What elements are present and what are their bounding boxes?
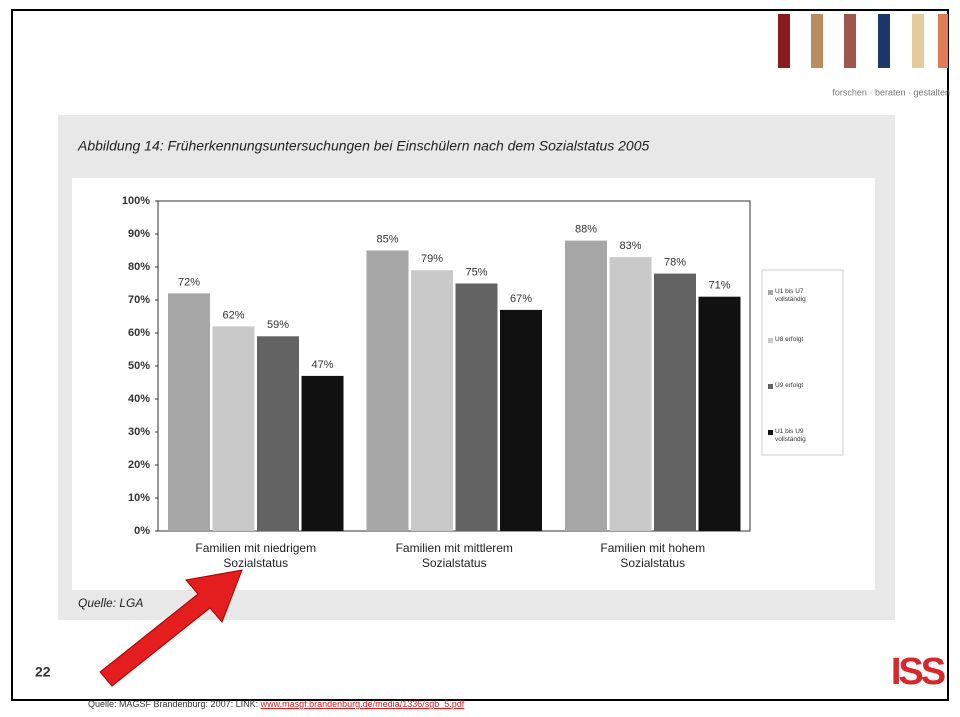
chart-title: Abbildung 14: Früherkennungsuntersuchung… xyxy=(77,138,649,154)
y-tick-label: 0% xyxy=(134,525,150,537)
legend-label: U8 erfolgt xyxy=(775,336,804,343)
bar xyxy=(257,336,299,531)
value-label: 83% xyxy=(619,240,641,252)
y-tick-label: 10% xyxy=(128,492,150,504)
bar xyxy=(212,326,255,531)
value-label: 88% xyxy=(575,224,597,236)
red-arrow xyxy=(99,569,243,687)
y-tick-label: 20% xyxy=(128,459,150,471)
y-tick-label: 50% xyxy=(128,360,150,372)
x-tick-label: Familien mit hohem Sozialstatus xyxy=(600,541,706,570)
legend-label: U1 bis U7 vollständig xyxy=(775,288,806,303)
logo-bar xyxy=(878,14,890,68)
bar xyxy=(168,293,210,531)
y-tick-label: 60% xyxy=(128,327,150,339)
bar xyxy=(455,283,498,531)
bar xyxy=(411,270,453,531)
page-number: 22 xyxy=(35,664,51,680)
bar xyxy=(500,309,542,531)
chart-source: Quelle: LGA xyxy=(78,596,143,610)
footer-source: Quelle: MAGSF Brandenburg: 2007: LINK: xyxy=(88,699,259,709)
value-label: 78% xyxy=(664,257,686,269)
value-label: 47% xyxy=(311,359,333,371)
logo-bar xyxy=(912,14,924,68)
y-tick-label: 30% xyxy=(128,426,150,438)
logo-bar xyxy=(811,14,823,68)
x-tick-label: Familien mit niedrigem Sozialstatus xyxy=(195,541,317,570)
bar xyxy=(301,375,344,531)
legend-swatch xyxy=(768,290,773,295)
logo-bar xyxy=(778,14,790,68)
legend-label: U1 bis U9 vollständig xyxy=(775,428,806,443)
y-tick-label: 100% xyxy=(122,195,150,207)
x-tick-label: Familien mit mittlerem Sozialstatus xyxy=(395,541,513,570)
y-tick-label: 70% xyxy=(128,294,150,306)
y-tick-label: 80% xyxy=(128,261,150,273)
footer-link[interactable]: www.masgf.brandenburg.de/media/1336/sgb_… xyxy=(260,699,465,709)
value-label: 62% xyxy=(222,309,244,321)
value-label: 72% xyxy=(178,276,200,288)
legend-box xyxy=(761,269,844,456)
logo-bar xyxy=(938,14,948,68)
logo-bar xyxy=(844,14,856,68)
tagline: forschen · beraten · gestalten xyxy=(832,87,950,97)
bar xyxy=(565,240,607,531)
y-tick-label: 40% xyxy=(128,393,150,405)
bar xyxy=(698,296,741,531)
y-tick-label: 90% xyxy=(128,228,150,240)
value-label: 75% xyxy=(465,266,487,278)
footer: Quelle: MAGSF Brandenburg: 2007: LINK: w… xyxy=(88,699,464,709)
slide-frame xyxy=(11,9,949,701)
value-label: 71% xyxy=(708,280,730,292)
value-label: 79% xyxy=(421,253,443,265)
legend-swatch xyxy=(768,338,773,343)
value-label: 59% xyxy=(267,319,289,331)
iss-logo: ISS xyxy=(891,651,945,693)
value-label: 85% xyxy=(376,233,398,245)
legend-swatch xyxy=(768,384,773,389)
value-label: 67% xyxy=(510,293,532,305)
bar xyxy=(366,250,409,531)
legend-swatch xyxy=(768,430,773,435)
legend-label: U9 erfolgt xyxy=(775,382,804,389)
bar xyxy=(609,257,652,531)
bar xyxy=(654,273,696,531)
